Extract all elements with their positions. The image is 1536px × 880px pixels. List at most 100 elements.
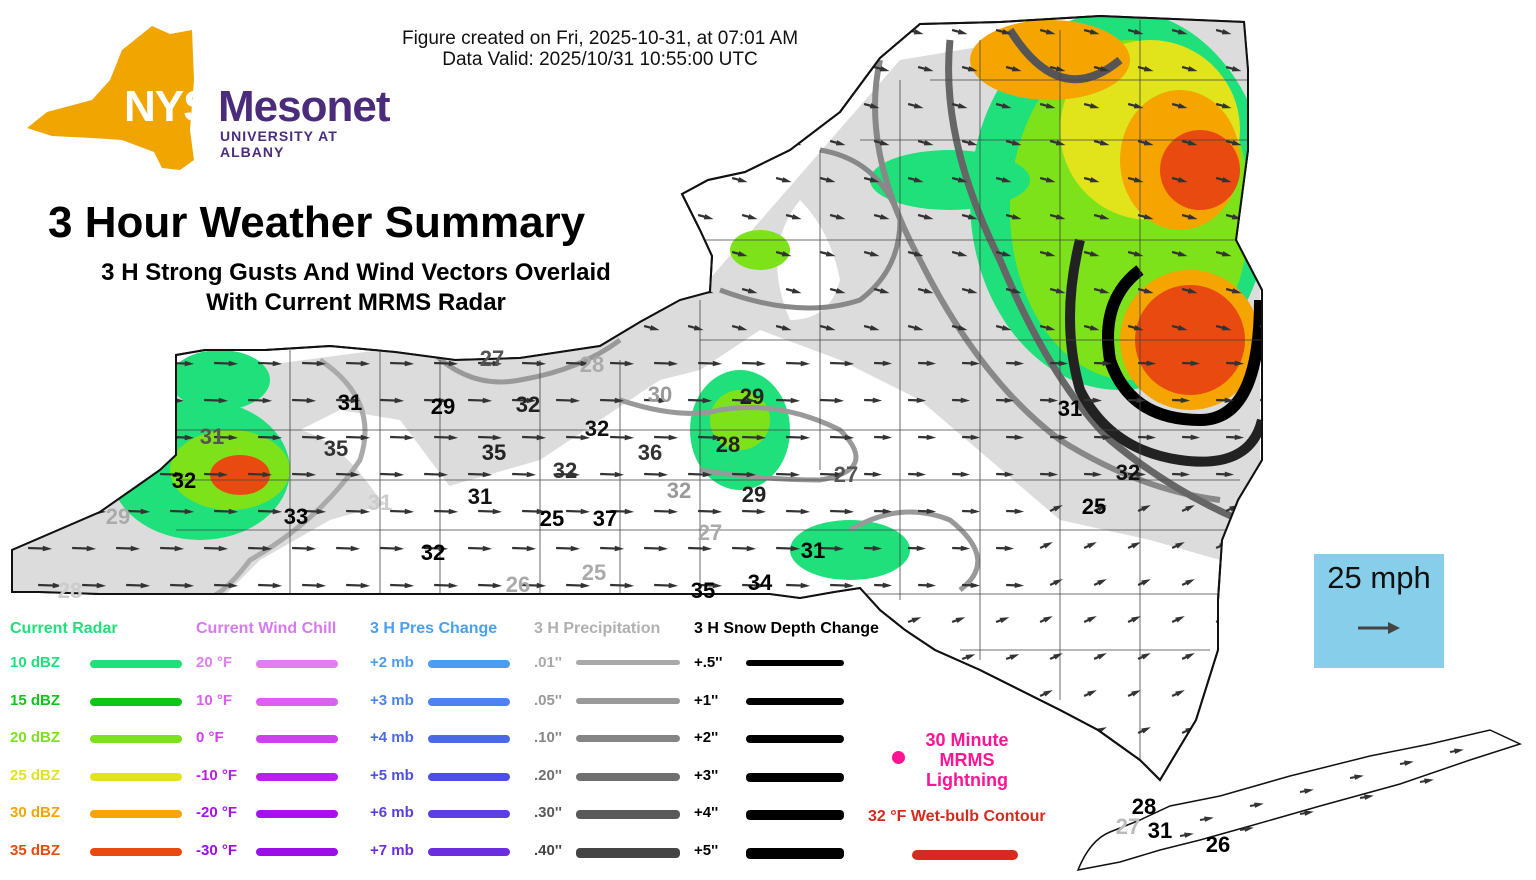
wind-vector [1260, 252, 1272, 255]
wind-vector-head [210, 325, 220, 330]
wind-vector [644, 252, 656, 255]
wind-vector [126, 363, 146, 364]
wind-vector [248, 326, 260, 329]
wind-vector-head [650, 103, 660, 108]
wind-vector [996, 693, 1005, 696]
wind-vector [116, 400, 136, 401]
wind-vector [424, 104, 436, 107]
wind-vector-head [694, 103, 704, 108]
legend-pres-item: +5 mb [370, 767, 497, 805]
wind-vector-head [1279, 435, 1288, 440]
legend-item-line [428, 735, 510, 743]
wind-vector-head [120, 691, 130, 697]
legend-precip-item: .40'' [534, 842, 660, 880]
gust-label: 32 [553, 458, 577, 483]
wind-vector [478, 141, 490, 144]
wind-vector-head [350, 654, 360, 660]
wind-vector-head [528, 140, 538, 145]
wind-vector-head [120, 765, 130, 771]
wind-vector-head [78, 251, 88, 256]
wind-vector-head [562, 177, 572, 182]
wind-vector-head [1273, 505, 1283, 511]
legend-windchill-item: 0 °F [196, 729, 336, 767]
wind-vector [512, 178, 524, 181]
wind-vector-head [912, 691, 922, 697]
gust-label: 31 [801, 538, 825, 563]
legend-item-line [746, 735, 844, 743]
wind-vector [38, 363, 58, 364]
wind-vector-head [1276, 288, 1286, 293]
legend-item-label: +1'' [694, 692, 718, 709]
wind-vector-head [430, 325, 440, 330]
wind-vector-head [1219, 616, 1229, 622]
wind-vector-head [164, 691, 174, 697]
wind-vector-head [836, 66, 846, 71]
gust-label: 32 [585, 416, 609, 441]
legend-item-line [576, 848, 680, 858]
legend-pres-item: +7 mb [370, 842, 497, 880]
gust-label: 28 [58, 578, 82, 603]
wind-vector [556, 326, 568, 329]
legend-item-label: 20 °F [196, 654, 232, 671]
wind-vector [380, 326, 392, 329]
wind-vector-head [1219, 764, 1229, 770]
legend-item-label: 10 dBZ [10, 654, 60, 671]
gust-label: 31 [468, 484, 492, 509]
gust-label: 28 [580, 352, 604, 377]
wind-vector-head [1263, 542, 1273, 548]
wind-vector [742, 141, 754, 144]
wind-vector-head [738, 103, 748, 108]
wind-vector-head [97, 435, 106, 440]
wind-vector-head [53, 435, 62, 440]
wind-vector [1226, 581, 1235, 585]
legend-precip-item: .30'' [534, 804, 660, 842]
legend-radar-item: 10 dBZ [10, 654, 118, 692]
wind-vector-head [97, 361, 106, 366]
wind-vector [556, 104, 568, 107]
wind-vector [1226, 655, 1235, 659]
legend-item-line [90, 698, 182, 706]
wetbulb-line [912, 850, 1018, 860]
legend-item-line [428, 848, 510, 856]
wind-vector [126, 730, 135, 733]
wind-vector [512, 104, 524, 107]
wind-vector-head [174, 728, 184, 734]
wind-vector [1260, 618, 1269, 622]
legend-radar-item: 35 dBZ [10, 842, 118, 880]
wind-vector-head [130, 728, 140, 734]
wind-vector-head [166, 325, 176, 330]
wind-vector [1226, 729, 1235, 733]
wind-vector [468, 104, 480, 107]
wind-vector [346, 730, 355, 733]
wind-vector-head [1229, 727, 1239, 733]
wind-vector-head [518, 251, 528, 256]
gust-label: 26 [506, 572, 530, 597]
wind-vector [72, 400, 92, 401]
wind-vector-head [518, 177, 528, 182]
gust-label: 32 [516, 392, 540, 417]
wind-vector-head [298, 325, 308, 330]
wind-vector-head [43, 472, 52, 477]
wind-vector-head [131, 472, 140, 477]
legend-item-line [746, 810, 844, 820]
legend-item-line [90, 810, 182, 818]
wind-vector [116, 474, 136, 475]
wind-vector-head [704, 140, 714, 145]
gust-label: 25 [1082, 494, 1106, 519]
wind-vector-head [606, 251, 616, 256]
wind-vector [1172, 766, 1181, 770]
wind-vector [38, 437, 58, 438]
wind-vector-head [1175, 764, 1185, 770]
wind-vector-head [396, 140, 406, 145]
logo-university: UNIVERSITY AT ALBANY [220, 128, 382, 160]
legend-pres-item: +4 mb [370, 729, 497, 767]
legend-snow-item: +.5'' [694, 654, 879, 692]
legend-item-label: +3 mb [370, 692, 414, 709]
wind-vector-head [516, 617, 526, 623]
wind-vector [1270, 67, 1282, 70]
wind-vector [512, 326, 524, 329]
wind-vector [918, 656, 927, 659]
legend-item-label: +2 mb [370, 654, 414, 671]
legend-precip: 3 H Precipitation.01''.05''.10''.20''.30… [534, 620, 660, 880]
wind-vector-head [518, 103, 528, 108]
